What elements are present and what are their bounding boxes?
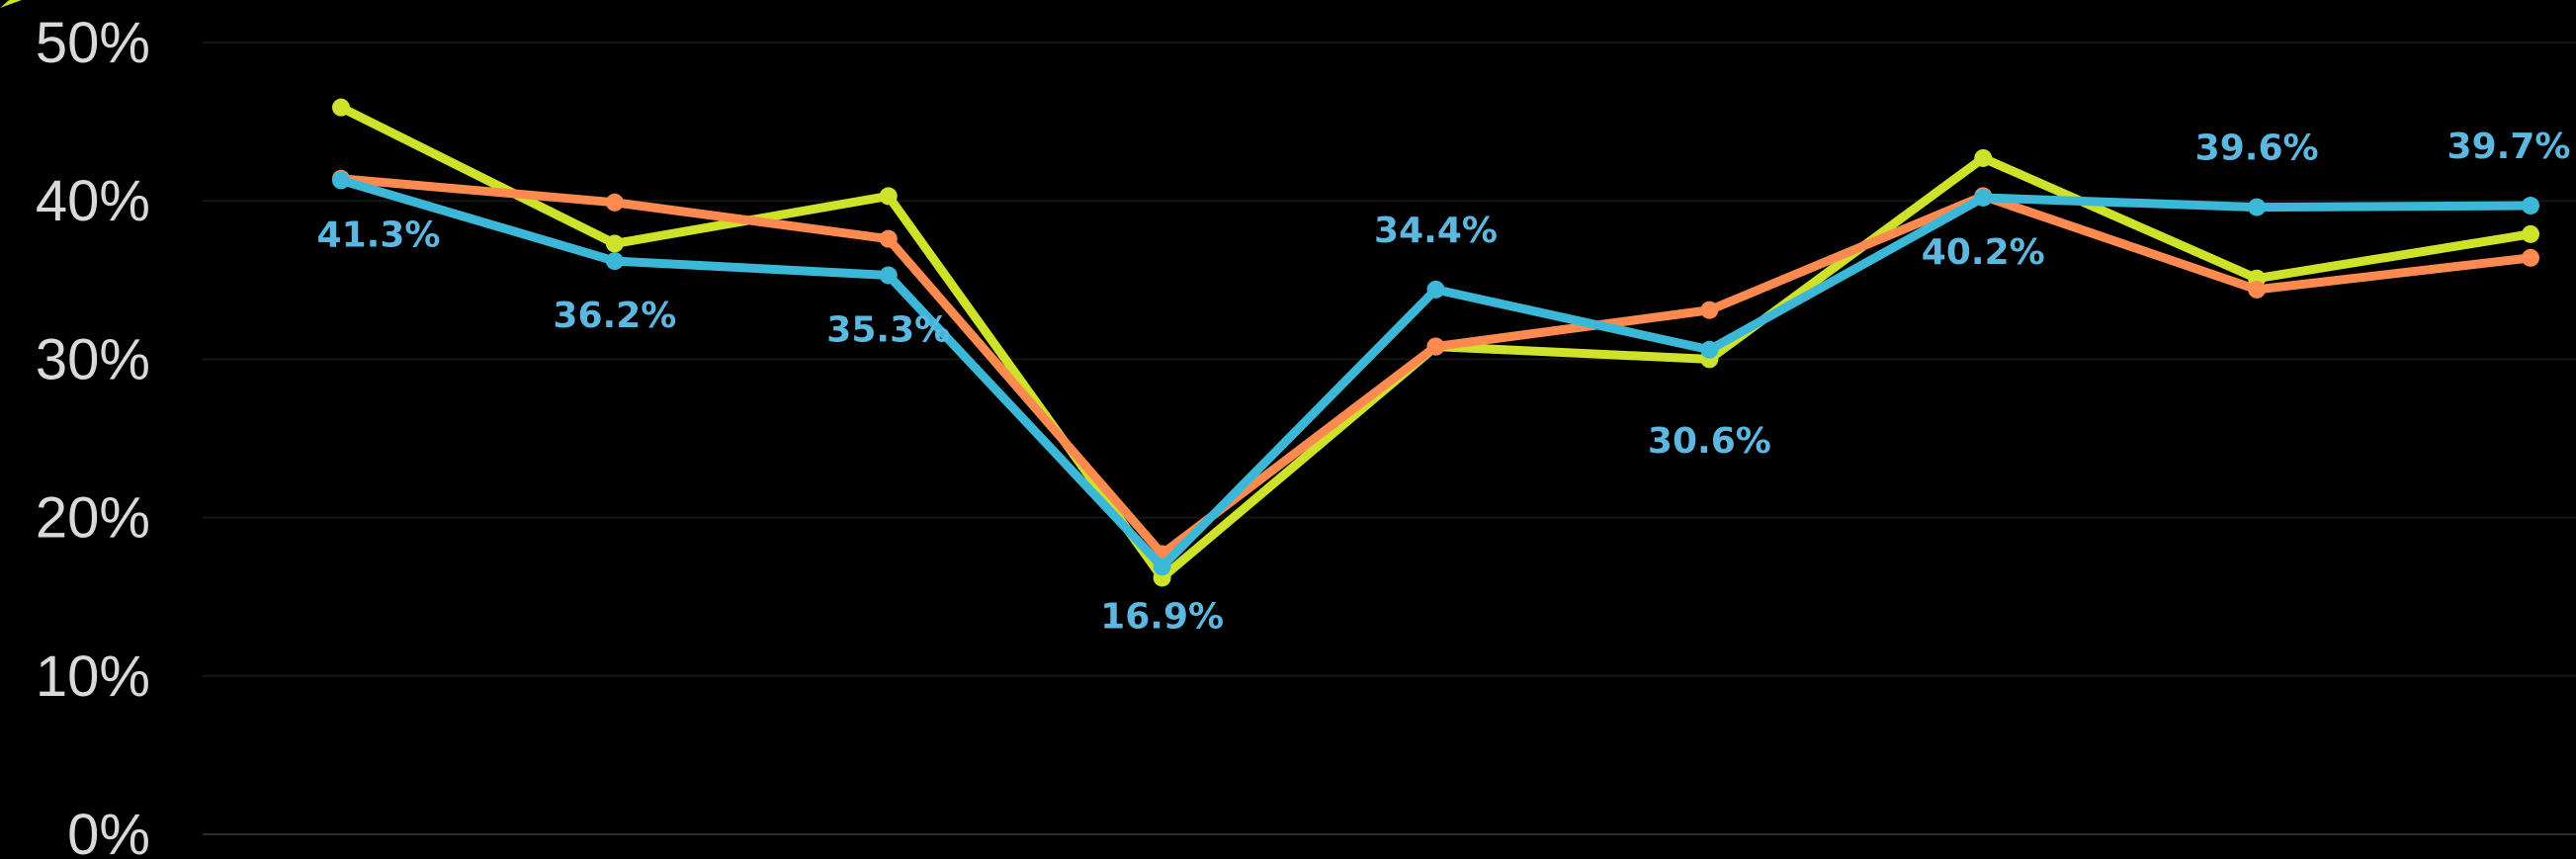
series-lines (332, 98, 2539, 587)
data-point (2522, 248, 2539, 267)
data-point (2248, 198, 2267, 216)
data-point (1974, 148, 1993, 167)
data-point (1153, 558, 1171, 576)
data-point (1426, 280, 1445, 299)
data-point (879, 187, 898, 206)
data-point (332, 171, 350, 190)
data-labels: 41.3% 36.2% 35.3% 16.9% 34.4% 30.6% 40.2% 39.6%… (317, 127, 2571, 637)
data-point (605, 234, 624, 253)
data-point (1700, 340, 1719, 359)
data-point (879, 229, 898, 248)
data-label: 35.3% (826, 309, 950, 350)
data-point (2248, 280, 2267, 299)
series-3 (332, 171, 2539, 576)
data-label: 34.4% (1374, 211, 1498, 251)
y-axis-tick-labels: 0% 10% 20% 30% 40% 50% (36, 11, 150, 859)
data-label: 39.6% (2195, 129, 2319, 169)
data-point (879, 266, 898, 285)
data-label: 30.6% (1648, 421, 1771, 462)
y-tick-label: 10% (36, 644, 150, 709)
data-label: 16.9% (1100, 596, 1224, 637)
y-tick-label: 30% (36, 327, 150, 391)
data-label: 41.3% (317, 215, 441, 255)
data-point (2522, 197, 2539, 215)
data-point (605, 252, 624, 271)
y-tick-label: 50% (36, 11, 150, 75)
data-point (1974, 188, 1993, 207)
data-label: 36.2% (553, 296, 676, 336)
data-point (332, 98, 350, 117)
corner-accent-mark (0, 0, 22, 8)
y-tick-label: 0% (67, 803, 150, 859)
data-point (1700, 301, 1719, 319)
y-tick-label: 40% (36, 169, 150, 233)
data-point (2522, 224, 2539, 243)
data-label: 40.2% (1922, 232, 2045, 273)
data-label: 39.7% (2447, 127, 2571, 167)
data-point (1426, 337, 1445, 356)
y-tick-label: 20% (36, 486, 150, 551)
data-point (605, 193, 624, 212)
